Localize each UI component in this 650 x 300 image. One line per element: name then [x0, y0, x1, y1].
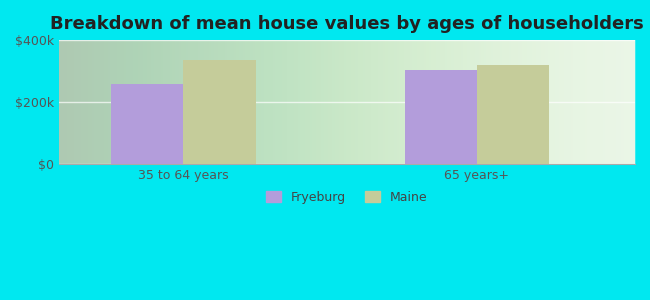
- Legend: Fryeburg, Maine: Fryeburg, Maine: [260, 184, 434, 210]
- Bar: [477, 65, 549, 164]
- Bar: [183, 60, 255, 164]
- Title: Breakdown of mean house values by ages of householders: Breakdown of mean house values by ages o…: [50, 15, 644, 33]
- Bar: [404, 70, 477, 164]
- Bar: [111, 84, 183, 164]
